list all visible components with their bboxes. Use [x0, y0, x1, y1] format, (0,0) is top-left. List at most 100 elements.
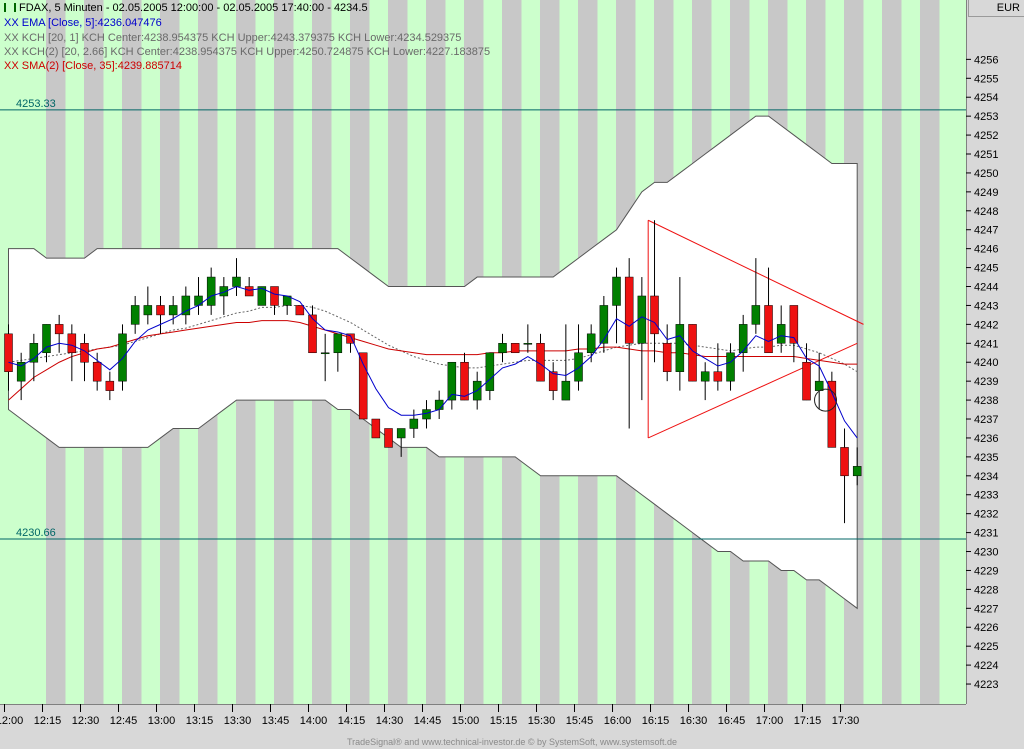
y-tick-label: 4239: [974, 376, 998, 388]
candle-body: [510, 343, 520, 354]
y-tick-label: 4231: [974, 528, 998, 540]
candle: [574, 324, 583, 391]
candle: [257, 286, 267, 306]
candle: [308, 305, 317, 354]
candle-body: [574, 352, 583, 382]
candle: [29, 333, 39, 382]
candle: [54, 314, 64, 353]
candle: [510, 343, 520, 354]
x-axis: 12:00 12:15 12:30 12:45 13:00 13:15 13:30 13:45…: [0, 704, 967, 734]
candle: [662, 324, 672, 382]
candle-body: [270, 286, 279, 306]
candle-body: [4, 333, 13, 372]
x-tick-label: 17:00: [756, 715, 784, 727]
x-tick-label: 13:45: [262, 715, 290, 727]
candle: [700, 362, 710, 401]
x-tick-label: 16:30: [680, 715, 708, 727]
candle-body: [852, 466, 862, 477]
candle-body: [92, 361, 102, 382]
candle: [42, 324, 51, 363]
candle: [206, 267, 216, 315]
candle-body: [219, 286, 229, 297]
candle-body: [434, 399, 444, 410]
candle-body: [586, 333, 596, 354]
candle: [485, 352, 495, 401]
candle: [599, 295, 609, 353]
candle-body: [143, 305, 153, 316]
candle-body: [523, 343, 533, 345]
sma-line: [8, 320, 858, 401]
candle: [371, 418, 381, 439]
candle: [244, 277, 254, 297]
y-tick-label: 4243: [974, 300, 998, 312]
x-tick-label: 15:30: [528, 715, 556, 727]
candle-body: [42, 324, 51, 354]
candle-body: [485, 352, 495, 391]
candle: [447, 361, 457, 410]
candle-body: [371, 418, 381, 439]
candle: [80, 333, 89, 382]
candle-body: [662, 343, 672, 372]
x-tick-label: 16:15: [642, 715, 670, 727]
candle-body: [257, 286, 267, 306]
candle-body: [67, 333, 77, 354]
x-tick-label: 12:15: [34, 715, 62, 727]
legend-sma: XX SMA(2) [Close, 35]:4239.885714: [4, 60, 182, 72]
candle: [396, 428, 406, 457]
y-tick-label: 4247: [974, 225, 998, 237]
candle: [270, 286, 279, 315]
y-tick-label: 4240: [974, 357, 998, 369]
candle: [624, 258, 634, 429]
candle: [498, 333, 507, 363]
y-tick-label: 4227: [974, 603, 998, 615]
candle: [358, 352, 368, 420]
candle: [612, 267, 621, 344]
candle: [548, 362, 558, 401]
y-tick-label: 4226: [974, 622, 998, 634]
candle-body: [130, 305, 140, 325]
candle: [561, 324, 571, 401]
y-tick-label: 4251: [974, 149, 998, 161]
x-tick-label: 15:00: [452, 715, 480, 727]
candle: [409, 409, 419, 438]
gray-stripe: [882, 0, 902, 704]
legend-kch: XX KCH [20, 1] KCH Center:4238.954375 KC…: [4, 32, 462, 44]
candle-body: [244, 286, 254, 297]
candle-body: [599, 305, 609, 344]
x-axis-background: [0, 704, 967, 734]
candle-body: [80, 343, 89, 363]
y-tick-label: 4225: [974, 641, 998, 653]
candle-body: [460, 361, 469, 401]
y-tick-label: 4246: [974, 244, 998, 256]
horizontal-lines: 4253.33 4230.66: [0, 98, 966, 540]
y-tick-label: 4233: [974, 490, 998, 502]
x-tick-label: 14:15: [338, 715, 366, 727]
y-tick-label: 4245: [974, 263, 998, 275]
candle-body: [333, 333, 343, 354]
y-tick-label: 4228: [974, 584, 998, 596]
x-tick-label: 12:30: [72, 715, 100, 727]
keltner-band: [8, 115, 858, 610]
trendline-1: [647, 342, 858, 439]
y-axis-background: [966, 0, 1024, 704]
y-tick-label: 4238: [974, 395, 998, 407]
candle-body: [447, 361, 457, 401]
candle-body: [764, 305, 773, 354]
candle-body: [156, 305, 165, 316]
candle-body: [54, 324, 64, 335]
chart-title: FDAX, 5 Minuten - 02.05.2005 12:00:00 - …: [19, 2, 368, 14]
candle: [523, 324, 533, 353]
candle: [67, 324, 77, 382]
y-tick-label: 4244: [974, 282, 998, 294]
candle-body: [802, 361, 811, 401]
x-tick-label: 16:45: [718, 715, 746, 727]
y-tick-label: 4252: [974, 130, 998, 142]
candle: [143, 286, 153, 325]
legend-ema: XX EMA [Close, 5]:4236.047476: [4, 17, 162, 29]
candle-body: [396, 428, 406, 439]
candle: [105, 371, 115, 401]
candle: [130, 295, 140, 334]
candle-body: [16, 361, 26, 382]
x-tick-label: 15:45: [566, 715, 594, 727]
